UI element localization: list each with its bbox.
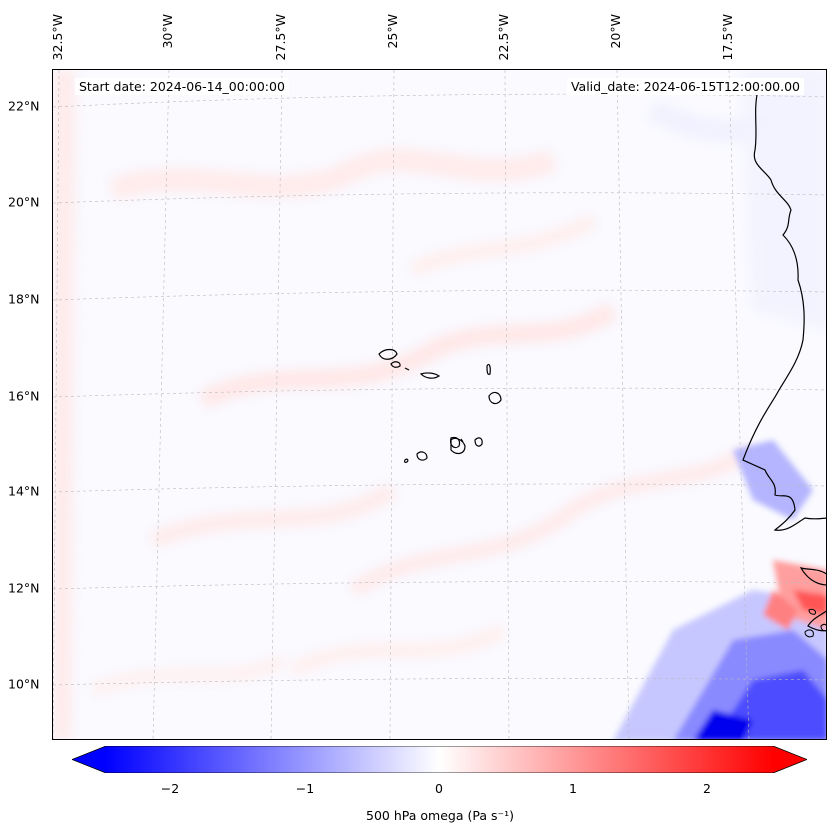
lat-label-10n: 10°N [8, 676, 40, 692]
omega-field-contours [53, 70, 826, 739]
lat-label-16n: 16°N [8, 388, 40, 404]
lat-label-12n: 12°N [8, 580, 40, 596]
colorbar-tick-1: 1 [569, 781, 577, 796]
graticule [53, 70, 826, 739]
colorbar-tick-2: 2 [703, 781, 711, 796]
lon-label-22-5w: 22.5°W [496, 14, 511, 61]
cape-verde-islands [378, 348, 502, 463]
lat-label-14n: 14°N [8, 483, 40, 499]
lat-label-20n: 20°N [8, 194, 40, 210]
lon-label-25w: 25°W [385, 14, 400, 49]
lat-label-22n: 22°N [8, 98, 40, 114]
colorbar-tick-minus-2: −2 [160, 781, 180, 796]
lon-label-32-5w: 32.5°W [50, 14, 65, 61]
lon-label-17-5w: 17.5°W [720, 14, 735, 61]
convection-cluster [614, 440, 826, 739]
lat-label-18n: 18°N [8, 291, 40, 307]
lon-label-27-5w: 27.5°W [273, 14, 288, 61]
valid-date-stamp: Valid_date: 2024-06-15T12:00:00.00 [566, 78, 804, 95]
colorbar-tick-0: 0 [435, 781, 443, 796]
colorbar-extend-min [72, 746, 106, 773]
colorbar-tick-minus-1: −1 [295, 781, 315, 796]
start-date-stamp: Start date: 2024-06-14_00:00:00 [75, 78, 289, 95]
colorbar [72, 746, 807, 773]
colorbar-label: 500 hPa omega (Pa s⁻¹) [366, 808, 514, 823]
map-panel[interactable]: Start date: 2024-06-14_00:00:00 Valid_da… [52, 69, 827, 740]
lon-label-30w: 30°W [160, 14, 175, 49]
coastal-islands [804, 608, 826, 638]
lon-label-20w: 20°W [608, 14, 623, 49]
africa-coastline [742, 89, 826, 632]
omega-field-map [53, 70, 826, 739]
colorbar-gradient [106, 746, 773, 773]
colorbar-extend-max [773, 746, 807, 773]
